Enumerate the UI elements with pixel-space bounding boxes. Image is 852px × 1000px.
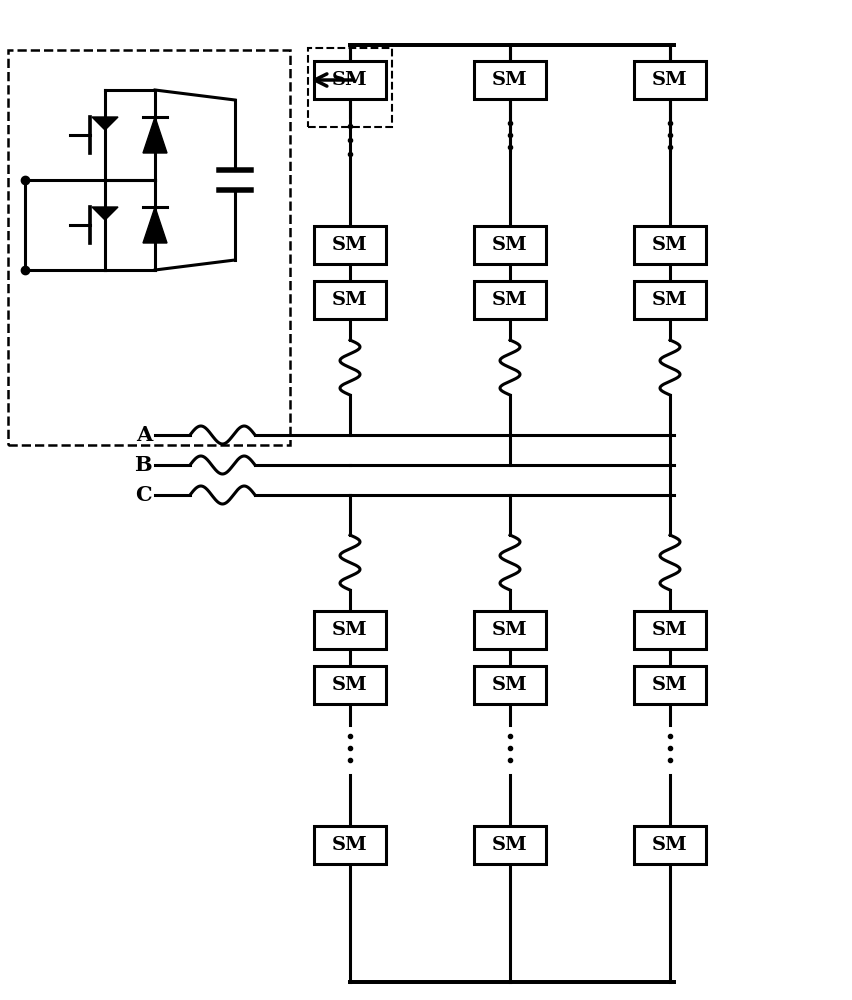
Bar: [634, 61, 706, 99]
Text: SM: SM: [332, 676, 368, 694]
Text: C: C: [135, 485, 152, 505]
Text: SM: SM: [332, 236, 368, 254]
Text: SM: SM: [652, 236, 688, 254]
Text: SM: SM: [332, 71, 368, 89]
Text: SM: SM: [492, 71, 527, 89]
Bar: [308, 48, 392, 127]
Bar: [314, 611, 386, 649]
Text: SM: SM: [492, 236, 527, 254]
Bar: [474, 611, 546, 649]
Bar: [474, 61, 546, 99]
Text: A: A: [135, 425, 152, 445]
Bar: [474, 826, 546, 864]
Text: SM: SM: [652, 676, 688, 694]
Bar: [474, 666, 546, 704]
Bar: [314, 666, 386, 704]
Text: SM: SM: [332, 836, 368, 854]
Bar: [314, 281, 386, 319]
Text: SM: SM: [652, 621, 688, 639]
Bar: [634, 281, 706, 319]
Polygon shape: [92, 117, 118, 130]
Text: SM: SM: [332, 291, 368, 309]
Bar: [474, 281, 546, 319]
Bar: [8, 50, 290, 445]
Text: SM: SM: [652, 836, 688, 854]
Polygon shape: [143, 117, 167, 153]
Text: SM: SM: [492, 621, 527, 639]
Bar: [634, 611, 706, 649]
Bar: [634, 666, 706, 704]
Text: SM: SM: [332, 621, 368, 639]
Bar: [314, 226, 386, 264]
Bar: [634, 226, 706, 264]
Bar: [314, 826, 386, 864]
Bar: [634, 826, 706, 864]
Text: B: B: [135, 455, 152, 475]
Polygon shape: [143, 207, 167, 243]
Text: SM: SM: [652, 71, 688, 89]
Text: SM: SM: [652, 291, 688, 309]
Text: SM: SM: [492, 291, 527, 309]
Bar: [314, 61, 386, 99]
Text: SM: SM: [492, 676, 527, 694]
Text: SM: SM: [492, 836, 527, 854]
Polygon shape: [92, 207, 118, 220]
Bar: [474, 226, 546, 264]
